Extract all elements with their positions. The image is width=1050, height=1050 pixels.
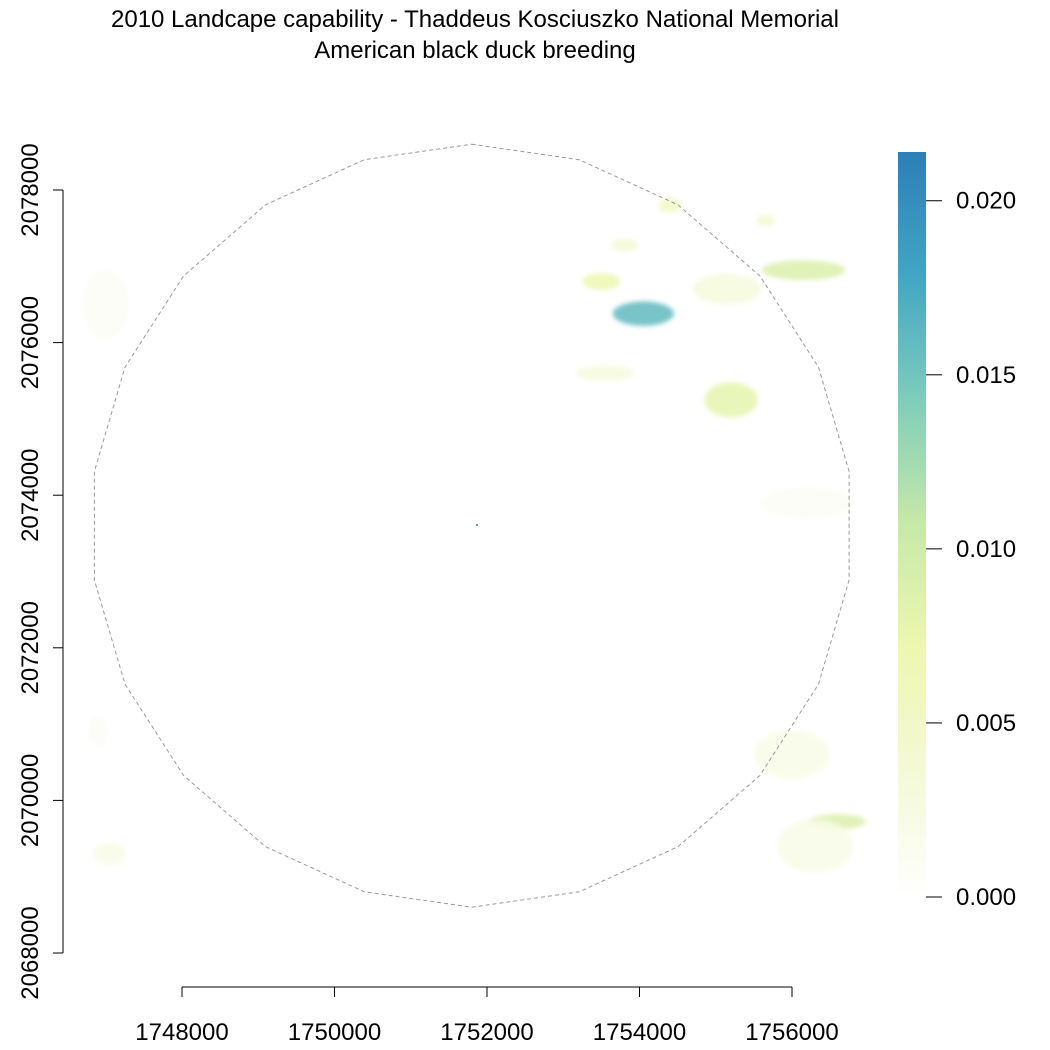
capability-patch [776, 819, 853, 873]
capability-patch [658, 197, 682, 213]
y-tick-label: 2068000 [17, 906, 44, 999]
capability-patch [82, 270, 129, 339]
colorbar [898, 152, 926, 897]
colorbar-legend: 0.000 0.005 0.010 0.015 0.020 [898, 152, 1016, 911]
y-tick-label: 2070000 [17, 754, 44, 847]
capability-patch [576, 365, 635, 381]
map-layer [82, 197, 866, 873]
x-tick-label: 1748000 [135, 1019, 228, 1046]
park-boundary [93, 143, 850, 908]
capability-patch [704, 382, 758, 418]
capability-patch [692, 273, 762, 305]
capability-patch [88, 716, 108, 747]
chart-subtitle: American black duck breeding [314, 37, 636, 64]
capability-patch [92, 842, 127, 866]
capability-patch [756, 214, 775, 227]
capability-patch [610, 238, 638, 252]
y-axis: 2068000 2070000 2072000 2074000 2076000 20780… [17, 143, 64, 1000]
legend-tick-label: 0.000 [956, 884, 1016, 911]
legend-tick-label: 0.010 [956, 536, 1016, 563]
y-tick-label: 2076000 [17, 296, 44, 389]
capability-patch [753, 730, 831, 780]
legend-tick-label: 0.015 [956, 362, 1016, 389]
legend-tick-label: 0.005 [956, 710, 1016, 737]
x-axis: 1748000 1750000 1752000 1754000 1756000 [135, 986, 839, 1046]
x-tick-label: 1756000 [745, 1019, 838, 1046]
y-tick-label: 2072000 [17, 601, 44, 694]
chart-title: 2010 Landcape capability - Thaddeus Kosc… [111, 6, 839, 33]
capability-patch [761, 487, 853, 519]
x-tick-label: 1752000 [440, 1019, 533, 1046]
y-tick-label: 2074000 [17, 448, 44, 541]
capability-patch [761, 260, 846, 281]
legend-tick-label: 0.020 [956, 188, 1016, 215]
capability-patch [582, 273, 621, 290]
capability-patch [612, 301, 674, 326]
x-tick-label: 1750000 [288, 1019, 381, 1046]
center-point [476, 524, 478, 526]
y-tick-label: 2078000 [17, 143, 44, 236]
x-tick-label: 1754000 [593, 1019, 686, 1046]
